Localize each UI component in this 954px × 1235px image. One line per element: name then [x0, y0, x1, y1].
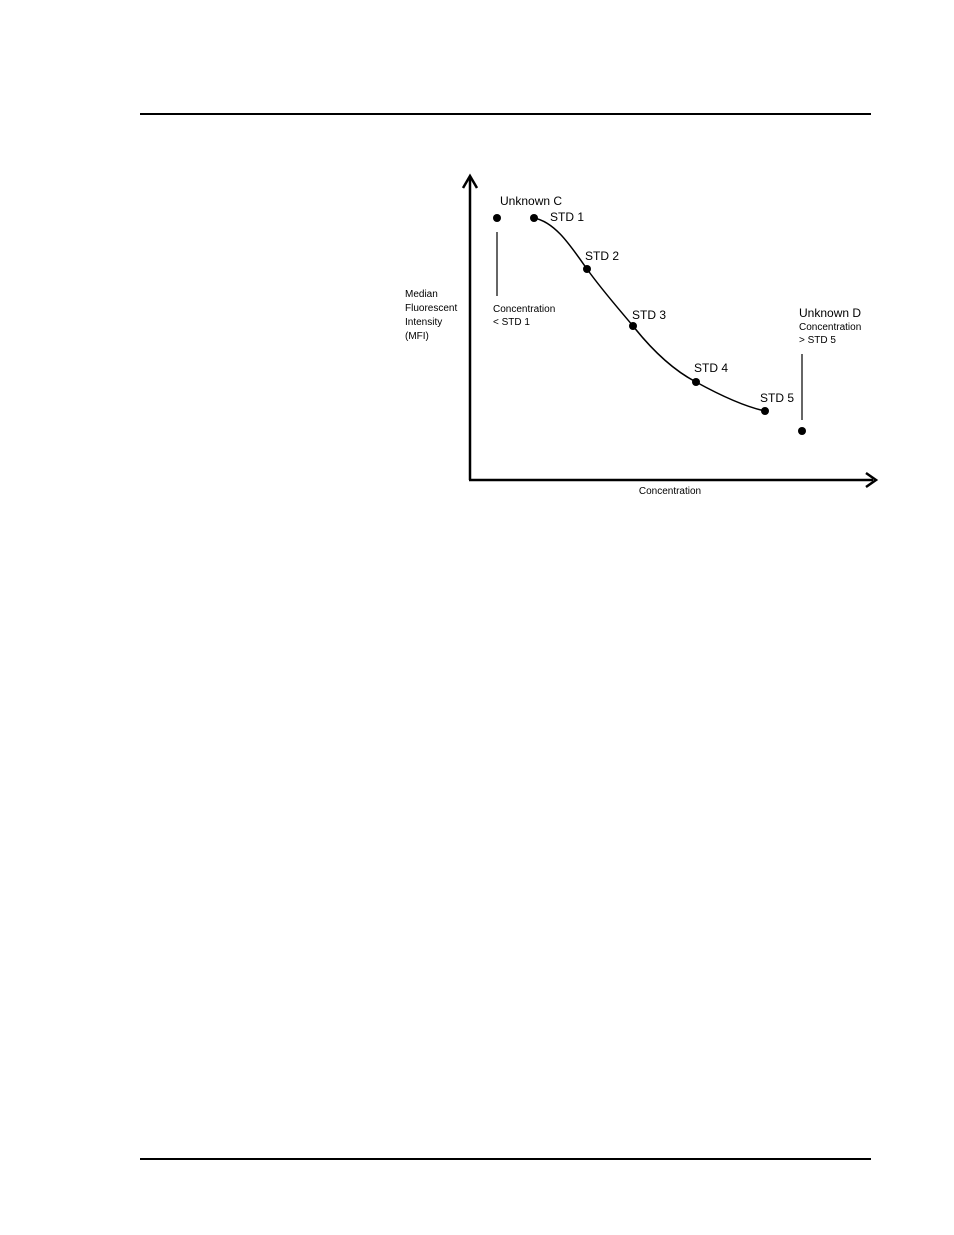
- std-1-point: [530, 214, 538, 222]
- header-rule: [140, 113, 871, 115]
- y-axis-arrowhead: [461, 173, 479, 189]
- x-axis-label: Concentration: [639, 486, 701, 497]
- std-3-label: STD 3: [632, 308, 666, 322]
- unknown-c-note: Concentration < STD 1: [493, 304, 558, 328]
- std-4-label: STD 4: [694, 361, 728, 375]
- unknown-c-point: [493, 214, 501, 222]
- unknown-c-label: Unknown C: [500, 194, 562, 208]
- std-5-point: [761, 407, 769, 415]
- std-4-point: [692, 378, 700, 386]
- std-5-label: STD 5: [760, 391, 794, 405]
- std-3-point: [629, 322, 637, 330]
- footer-rule: [140, 1158, 871, 1160]
- unknown-c: Unknown C Concentration < STD 1: [493, 194, 562, 328]
- y-axis: [461, 173, 479, 480]
- y-axis-label: Median Fluorescent Intensity (MFI): [405, 289, 460, 342]
- x-axis-arrowhead: [865, 471, 879, 489]
- unknown-d-point: [798, 427, 806, 435]
- unknown-d: Unknown D Concentration > STD 5: [798, 306, 864, 435]
- unknown-d-note: Concentration > STD 5: [799, 322, 864, 346]
- standards: STD 1 STD 2 STD 3 STD 4 STD 5: [530, 210, 794, 415]
- std-1-label: STD 1: [550, 210, 584, 224]
- std-2-point: [583, 265, 591, 273]
- unknown-d-label: Unknown D: [799, 306, 861, 320]
- x-axis: [469, 471, 879, 489]
- std-2-label: STD 2: [585, 249, 619, 263]
